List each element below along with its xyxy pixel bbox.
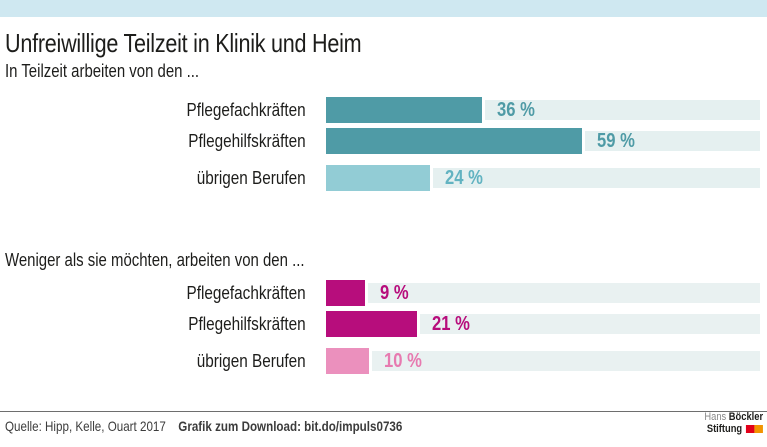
bar-zone: 59 % [326,128,760,154]
footer-divider [0,411,767,412]
category-label: übrigen Berufen [196,168,306,188]
bar-fill [326,348,370,374]
bar-track [326,351,760,371]
category-label: übrigen Berufen [196,351,306,371]
group2-subtitle: Weniger als sie möchten, arbeiten von de… [5,250,366,271]
page-title: Unfreiwillige Teilzeit in Klinik und Hei… [5,28,434,59]
group1-subtitle-text: In Teilzeit arbeiten von den ... [5,61,200,81]
bar-fill [326,128,583,154]
logo-flag-red-block [746,424,755,433]
category-label: Pflegehilfskräften [188,314,306,334]
logo-stiftung: Stiftung [707,422,743,435]
bar-zone: 9 % [326,280,760,306]
category-label: Pflegefachkräften [186,100,306,120]
bar-group-weniger: Pflegefachkräften 9 % Pflegehilfskräften 21… [0,280,760,379]
logo-hans: Hans [704,411,727,423]
bar-value-label: 9 % [380,282,409,304]
bar-row: Pflegefachkräften 36 % [0,97,760,123]
logo-line1-text: Hans Böckler [704,411,763,424]
hans-boeckler-stiftung-logo: Hans Böckler Stiftung [694,411,763,440]
category-label: Pflegehilfskräften [188,131,306,151]
logo-flag-icon [746,424,763,440]
logo-flag-orange-block [754,424,763,433]
page-title-text: Unfreiwillige Teilzeit in Klinik und Hei… [5,28,362,58]
source-text: Quelle: Hipp, Kelle, Ouart 2017 [5,418,166,434]
header-strip [0,0,767,17]
group1-subtitle: In Teilzeit arbeiten von den ... [5,61,239,82]
bar-zone: 36 % [326,97,760,123]
bar-fill [326,97,483,123]
logo-line2: Stiftung [694,422,763,440]
bar-track [326,168,760,188]
bar-zone: 10 % [326,348,760,374]
bar-row: übrigen Berufen 10 % [0,348,760,374]
bar-row: Pflegehilfskräften 21 % [0,311,760,337]
bar-fill [326,311,418,337]
download-link-text: Grafik zum Download: bit.do/impuls0736 [178,418,403,434]
bar-group-teilzeit: Pflegefachkräften 36 % Pflegehilfskräften 5… [0,97,760,196]
logo-line2-text: Stiftung [707,422,763,440]
footer-source-line-text: Quelle: Hipp, Kelle, Ouart 2017 Grafik zu… [5,418,402,434]
bar-value-label: 59 % [597,130,635,152]
bar-fill [326,165,431,191]
bar-track [326,283,760,303]
logo-boeckler: Böckler [728,411,763,423]
bar-zone: 24 % [326,165,760,191]
bar-row: Pflegefachkräften 9 % [0,280,760,306]
category-label: Pflegefachkräften [186,283,306,303]
bar-value-label: 10 % [384,350,423,372]
logo-line1: Hans Böckler [694,411,763,424]
bar-value-label: 21 % [432,313,470,335]
bar-row: Pflegehilfskräften 59 % [0,128,760,154]
bar-fill [326,280,366,306]
footer-source-line: Quelle: Hipp, Kelle, Ouart 2017 Grafik zu… [5,418,484,434]
bar-value-label: 36 % [497,99,536,121]
bar-track [326,314,760,334]
group2-subtitle-text: Weniger als sie möchten, arbeiten von de… [5,250,305,270]
bar-value-label: 24 % [445,167,483,189]
bar-zone: 21 % [326,311,760,337]
bar-row: übrigen Berufen 24 % [0,165,760,191]
